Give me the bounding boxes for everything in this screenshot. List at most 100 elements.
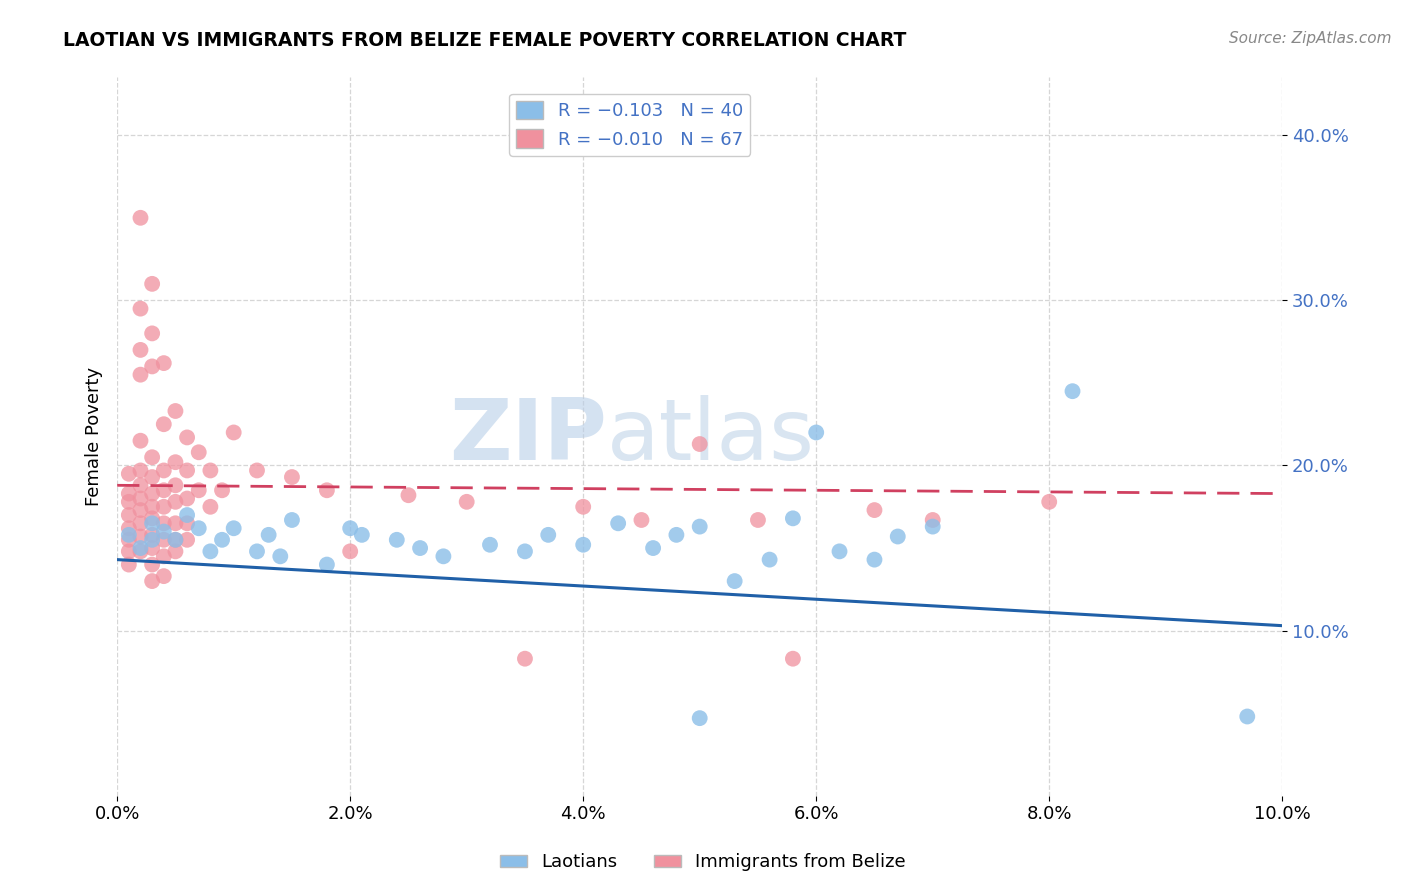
Point [176, 516, 198, 531]
Legend: Laotians, Immigrants from Belize: Laotians, Immigrants from Belize [494, 847, 912, 879]
Point [165, 478, 187, 492]
Point [152, 533, 174, 547]
Point [141, 470, 163, 484]
Point [152, 516, 174, 531]
Point [141, 558, 163, 572]
Point [118, 495, 141, 509]
Point [141, 450, 163, 465]
Point [689, 437, 711, 451]
Point [129, 503, 152, 517]
Point [176, 533, 198, 547]
Point [246, 544, 269, 558]
Point [141, 277, 163, 291]
Point [724, 574, 747, 588]
Point [758, 552, 780, 566]
Point [141, 533, 163, 547]
Point [129, 478, 152, 492]
Point [141, 541, 163, 555]
Point [887, 529, 910, 543]
Point [863, 503, 886, 517]
Point [806, 425, 828, 440]
Point [921, 513, 943, 527]
Point [165, 516, 187, 531]
Point [165, 404, 187, 418]
Point [141, 500, 163, 514]
Point [118, 533, 141, 547]
Point [1236, 709, 1258, 723]
Point [152, 417, 174, 432]
Point [385, 533, 408, 547]
Point [118, 486, 141, 500]
Point [607, 516, 630, 531]
Point [118, 558, 141, 572]
Text: atlas: atlas [606, 395, 814, 478]
Point [165, 455, 187, 469]
Point [152, 463, 174, 477]
Point [281, 470, 304, 484]
Point [572, 500, 595, 514]
Point [315, 483, 337, 498]
Point [747, 513, 769, 527]
Point [176, 508, 198, 522]
Point [165, 544, 187, 558]
Point [118, 467, 141, 481]
Point [630, 513, 652, 527]
Point [222, 425, 245, 440]
Point [200, 544, 222, 558]
Point [222, 521, 245, 535]
Point [129, 211, 152, 225]
Point [572, 538, 595, 552]
Text: Source: ZipAtlas.com: Source: ZipAtlas.com [1229, 31, 1392, 46]
Point [165, 533, 187, 547]
Point [152, 356, 174, 370]
Point [782, 511, 804, 525]
Point [141, 574, 163, 588]
Point [129, 368, 152, 382]
Point [315, 558, 337, 572]
Point [129, 301, 152, 316]
Legend: R = −0.103   N = 40, R = −0.010   N = 67: R = −0.103 N = 40, R = −0.010 N = 67 [509, 94, 751, 156]
Point [200, 500, 222, 514]
Point [141, 511, 163, 525]
Point [165, 495, 187, 509]
Point [200, 463, 222, 477]
Point [118, 528, 141, 542]
Text: ZIP: ZIP [449, 395, 606, 478]
Point [409, 541, 432, 555]
Point [118, 521, 141, 535]
Point [141, 326, 163, 341]
Point [281, 513, 304, 527]
Point [828, 544, 851, 558]
Point [118, 508, 141, 522]
Point [129, 343, 152, 357]
Point [176, 463, 198, 477]
Point [257, 528, 280, 542]
Point [152, 569, 174, 583]
Point [269, 549, 291, 564]
Point [187, 483, 209, 498]
Point [211, 483, 233, 498]
Point [152, 524, 174, 539]
Point [141, 486, 163, 500]
Point [187, 521, 209, 535]
Point [513, 651, 536, 665]
Point [537, 528, 560, 542]
Point [921, 519, 943, 533]
Point [141, 359, 163, 374]
Point [398, 488, 420, 502]
Point [129, 463, 152, 477]
Point [129, 529, 152, 543]
Point [1062, 384, 1084, 399]
Point [176, 491, 198, 506]
Point [211, 533, 233, 547]
Point [350, 528, 373, 542]
Point [689, 519, 711, 533]
Point [129, 544, 152, 558]
Point [643, 541, 665, 555]
Point [141, 516, 163, 531]
Point [141, 528, 163, 542]
Point [152, 483, 174, 498]
Point [479, 538, 502, 552]
Point [246, 463, 269, 477]
Point [165, 533, 187, 547]
